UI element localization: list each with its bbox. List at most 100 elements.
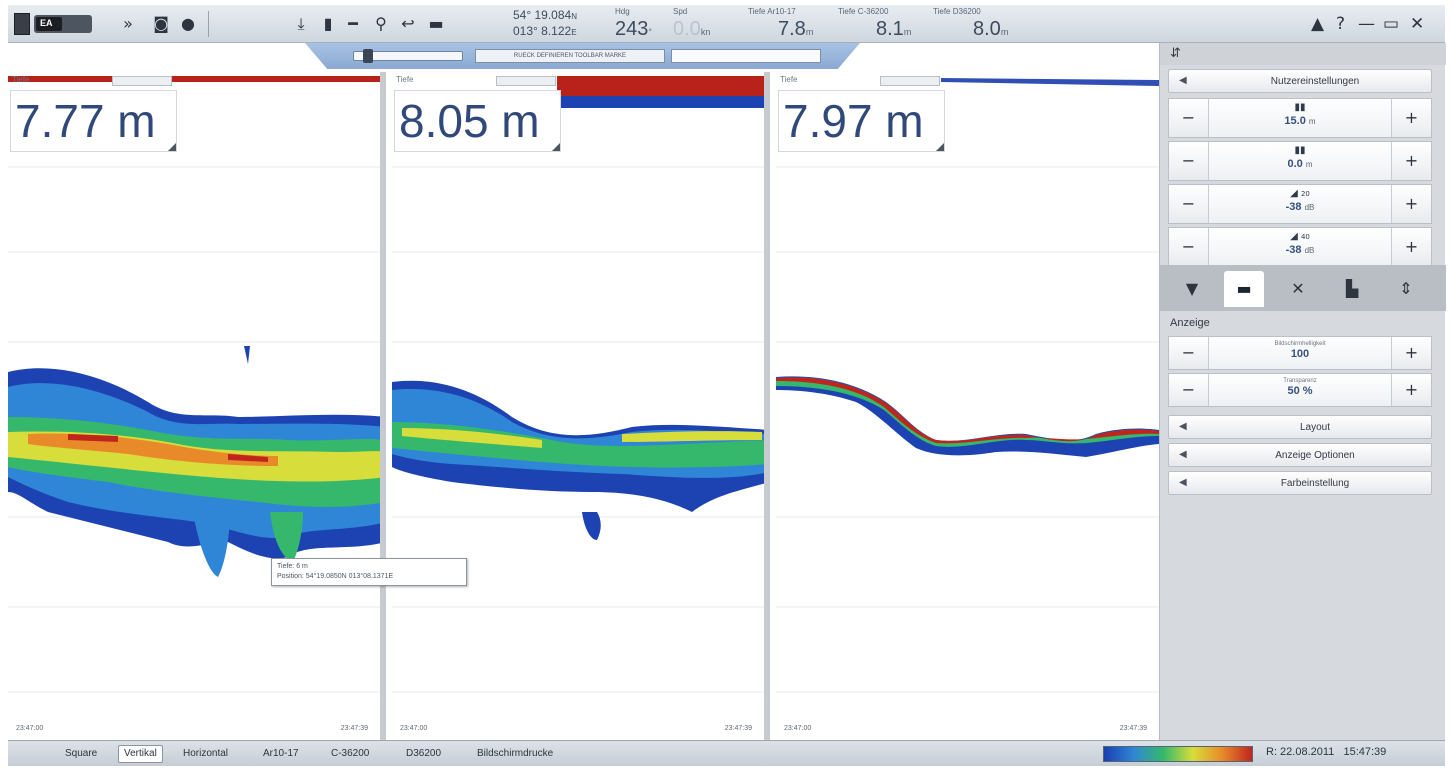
zoom-field[interactable] [671, 49, 821, 63]
start-stepper: − ▮▮ 0.0 m + [1168, 141, 1432, 181]
zoom-icon[interactable]: ⚲ [375, 14, 387, 33]
panel-header-buttons[interactable] [112, 76, 172, 86]
menu-icon[interactable]: ▬ [428, 14, 444, 33]
collapse-arrow-icon: ◀ [1179, 421, 1187, 432]
channel-d-button[interactable]: D36200 [406, 748, 442, 759]
brightness-plus-button[interactable]: + [1391, 337, 1431, 369]
seabed-echo-orange [28, 433, 278, 466]
surface-noise [557, 96, 764, 108]
depth-display[interactable]: 8.05 m [394, 90, 561, 152]
brightness-label: Bildschirmhelligkeit [1274, 341, 1326, 347]
depth-a-readout: Tiefe Ar10-17 7.8m [748, 7, 813, 44]
panel-header: Tiefe [396, 75, 559, 89]
layout-horizontal-button[interactable]: Horizontal [183, 748, 229, 759]
settings-sidepanel: ⇵ ◀ Nutzereinstellungen − ▮▮ 15.0 m + − … [1159, 43, 1446, 740]
gain40-minus-button[interactable]: − [1169, 228, 1209, 266]
range-plus-button[interactable]: + [1391, 99, 1431, 137]
gain20-plus-button[interactable]: + [1391, 185, 1431, 223]
start-depth-icon: ▮▮ [1294, 145, 1306, 156]
screenshots-button[interactable]: Bildschirmdrucke [477, 748, 554, 759]
seabed-echo-red [68, 434, 268, 462]
time-start: 23:47:00 [16, 725, 44, 732]
panel-header: Tiefe [780, 75, 943, 89]
display-options-button[interactable]: ◀ Anzeige Optionen [1168, 443, 1432, 467]
tools-icon[interactable]: ✕ [1291, 279, 1305, 298]
echogram-panel-1[interactable]: Tiefe 7.77 m 23:47:00 23:47:39 [8, 72, 386, 740]
depth-a-value: 7.8 [778, 18, 806, 40]
panel-header-buttons[interactable] [880, 76, 940, 86]
chart-icon[interactable]: ▙ [1345, 279, 1359, 298]
echo-icon[interactable]: ▼ [1185, 279, 1199, 298]
echogram-panel-3[interactable]: Tiefe 7.97 m 23:47:00 23:47:39 [776, 72, 1159, 740]
time-end: 23:47:39 [1119, 725, 1147, 732]
settings-icon[interactable]: ⇵ [1170, 46, 1181, 61]
gain40-plus-button[interactable]: + [1391, 228, 1431, 266]
chevron-down-icon[interactable]: » [123, 14, 133, 33]
color-settings-label: Farbeinstellung [1280, 478, 1350, 489]
longitude: 013° 8.122 [513, 24, 572, 38]
layout-vertical-button[interactable]: Vertikal [118, 745, 163, 763]
fish-school-echo [193, 512, 230, 577]
color-settings-button[interactable]: ◀ Farbeinstellung [1168, 471, 1432, 495]
gps-position: 54° 19.084N 013° 8.122E [513, 8, 608, 40]
sidepanel-tabs: ▼ ▬ ✕ ▙ ⇕ [1160, 265, 1446, 311]
transparency-number: 50 % [1287, 385, 1313, 397]
brightness-minus-button[interactable]: − [1169, 337, 1209, 369]
minimize-icon[interactable]: — [1358, 14, 1375, 34]
echogram-1 [8, 76, 380, 693]
channel-a-button[interactable]: Ar10-17 [263, 748, 299, 759]
color-line-icon[interactable]: ━ [348, 14, 358, 33]
depth-display[interactable]: 7.97 m [778, 90, 945, 152]
start-minus-button[interactable]: − [1169, 142, 1209, 180]
resize-corner-icon[interactable] [936, 143, 944, 151]
depth-b-label: Tiefe C-36200 [838, 7, 889, 16]
start-plus-button[interactable]: + [1391, 142, 1431, 180]
transparency-plus-button[interactable]: + [1391, 374, 1431, 406]
camera-icon[interactable]: ◙ [153, 14, 169, 33]
resize-corner-icon[interactable] [552, 143, 560, 151]
echogram-panel-2[interactable]: Tiefe 8.05 m 23:47:00 23:47:39 [392, 72, 770, 740]
latitude-suffix: N [571, 12, 577, 21]
zoom-text[interactable]: RUECK DEFINIEREN TOOLBAR MARKE [475, 49, 665, 63]
histogram-icon[interactable]: ▮ [323, 14, 333, 33]
status-datetime: R: 22.08.2011 15:47:39 [1266, 746, 1386, 758]
zoom-slider-knob[interactable] [363, 49, 373, 63]
speed-unit: kn [700, 27, 711, 37]
back-arrow-icon[interactable]: ↩ [401, 14, 415, 33]
gain20-value: ◢ 20 -38 dB [1209, 185, 1391, 223]
mode-toggle[interactable]: EA [34, 15, 92, 33]
cursor-tooltip: Tiefe: 6 m Position: 54°19.0850N 013°08.… [271, 558, 467, 586]
collapse-arrow-icon: ◀ [1179, 449, 1187, 460]
close-icon[interactable]: ✕ [1410, 14, 1425, 34]
record-icon[interactable]: ● [181, 14, 195, 33]
color-scale [1103, 746, 1253, 762]
depth-display[interactable]: 7.77 m [10, 90, 177, 152]
layers-icon[interactable]: ⇕ [1399, 279, 1413, 298]
start-value: ▮▮ 0.0 m [1209, 142, 1391, 180]
display-options-label: Anzeige Optionen [1275, 450, 1355, 461]
range-minus-button[interactable]: − [1169, 99, 1209, 137]
gain20-minus-button[interactable]: − [1169, 185, 1209, 223]
layout-button[interactable]: ◀ Layout [1168, 415, 1432, 439]
display-icon[interactable]: ▬ [1224, 271, 1264, 307]
help-icon[interactable]: ? [1336, 14, 1346, 34]
user-settings-button[interactable]: ◀ Nutzereinstellungen [1168, 69, 1432, 93]
transparency-minus-button[interactable]: − [1169, 374, 1209, 406]
resize-corner-icon[interactable] [168, 143, 176, 151]
download-icon[interactable]: ⤓ [297, 14, 305, 33]
channel-c-button[interactable]: C-36200 [331, 748, 370, 759]
tooltip-position: Position: 54°19.0850N 013°08.1371E [277, 573, 394, 580]
mode-toggle-pill [36, 17, 62, 31]
heading-value: 243 [615, 18, 649, 40]
tooltip-depth: Tiefe: 6 m [277, 563, 308, 570]
panel-header-label: Tiefe [780, 75, 798, 84]
time-end: 23:47:39 [724, 725, 752, 732]
gain20-stepper: − ◢ 20 -38 dB + [1168, 184, 1432, 224]
zoom-slider[interactable] [353, 51, 463, 61]
layout-square-button[interactable]: Square [65, 748, 98, 759]
maximize-icon[interactable]: ▭ [1383, 14, 1400, 34]
heading-readout: Hdg 243° [615, 7, 652, 44]
gain20-sup: 20 [1300, 190, 1310, 198]
panel-header-buttons[interactable] [496, 76, 556, 86]
alarm-icon[interactable]: ▲ [1311, 14, 1325, 34]
